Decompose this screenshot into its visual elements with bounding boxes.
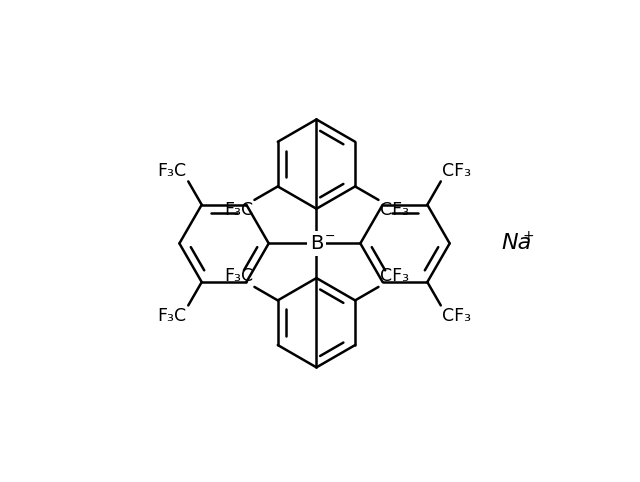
- Text: F₃C: F₃C: [224, 268, 253, 285]
- Text: −: −: [325, 230, 335, 243]
- Text: Na: Na: [501, 233, 531, 254]
- Text: CF₃: CF₃: [442, 307, 472, 325]
- Text: B: B: [310, 234, 323, 253]
- Text: +: +: [523, 229, 534, 243]
- Text: F₃C: F₃C: [157, 162, 187, 180]
- Text: CF₃: CF₃: [442, 162, 472, 180]
- Text: F₃C: F₃C: [224, 201, 253, 219]
- Text: F₃C: F₃C: [157, 307, 187, 325]
- Text: CF₃: CF₃: [380, 201, 409, 219]
- Text: CF₃: CF₃: [380, 268, 409, 285]
